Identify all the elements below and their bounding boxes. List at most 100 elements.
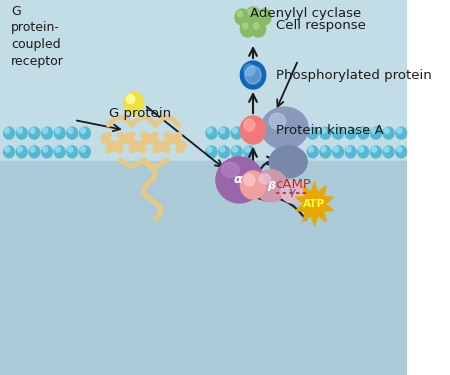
Text: γ: γ — [288, 187, 295, 197]
Circle shape — [206, 146, 217, 158]
Circle shape — [244, 119, 255, 131]
Circle shape — [384, 147, 389, 152]
Circle shape — [55, 147, 60, 152]
Circle shape — [307, 127, 318, 139]
Circle shape — [359, 147, 364, 152]
Circle shape — [244, 146, 255, 158]
Circle shape — [43, 128, 48, 134]
Circle shape — [231, 127, 242, 139]
Circle shape — [220, 128, 225, 134]
Circle shape — [124, 92, 144, 114]
Circle shape — [233, 147, 238, 152]
Circle shape — [207, 128, 212, 134]
Circle shape — [256, 9, 271, 25]
Circle shape — [54, 146, 65, 158]
Circle shape — [320, 127, 331, 139]
Bar — [0, 0, 407, 161]
Circle shape — [345, 127, 356, 139]
Circle shape — [206, 127, 217, 139]
Circle shape — [346, 147, 351, 152]
Text: α: α — [234, 173, 242, 186]
Ellipse shape — [269, 113, 286, 129]
Circle shape — [245, 128, 250, 134]
Circle shape — [396, 146, 407, 158]
Circle shape — [219, 146, 230, 158]
Circle shape — [55, 128, 60, 134]
Circle shape — [220, 147, 225, 152]
Text: β: β — [267, 181, 275, 191]
Circle shape — [54, 127, 65, 139]
Circle shape — [81, 128, 86, 134]
Polygon shape — [296, 182, 333, 226]
Circle shape — [246, 7, 260, 23]
Circle shape — [29, 127, 40, 139]
Circle shape — [396, 127, 407, 139]
Circle shape — [5, 147, 9, 152]
Circle shape — [372, 128, 377, 134]
Ellipse shape — [261, 107, 308, 149]
Circle shape — [231, 146, 242, 158]
Circle shape — [30, 128, 35, 134]
Text: Protein kinase A: Protein kinase A — [275, 123, 383, 136]
Circle shape — [358, 146, 369, 158]
Ellipse shape — [281, 181, 303, 203]
Circle shape — [240, 116, 266, 144]
Circle shape — [16, 146, 27, 158]
Circle shape — [251, 21, 266, 37]
Circle shape — [383, 146, 394, 158]
Text: cAMP: cAMP — [275, 178, 311, 192]
Circle shape — [397, 128, 402, 134]
Circle shape — [321, 128, 326, 134]
Circle shape — [397, 147, 402, 152]
Circle shape — [307, 146, 318, 158]
Text: Phosphorylated protein: Phosphorylated protein — [275, 69, 432, 81]
Circle shape — [4, 127, 14, 139]
Circle shape — [207, 147, 212, 152]
Circle shape — [240, 21, 255, 37]
Circle shape — [80, 127, 90, 139]
Circle shape — [67, 127, 78, 139]
Circle shape — [308, 128, 313, 134]
Circle shape — [370, 127, 381, 139]
Circle shape — [320, 146, 331, 158]
Ellipse shape — [259, 174, 270, 184]
Circle shape — [16, 127, 27, 139]
Circle shape — [334, 147, 338, 152]
Ellipse shape — [216, 157, 263, 203]
Circle shape — [235, 9, 249, 25]
Circle shape — [240, 61, 266, 89]
Circle shape — [359, 128, 364, 134]
Circle shape — [384, 128, 389, 134]
Circle shape — [333, 127, 343, 139]
Circle shape — [358, 127, 369, 139]
Circle shape — [68, 128, 73, 134]
Circle shape — [67, 146, 78, 158]
Circle shape — [308, 147, 313, 152]
Circle shape — [18, 147, 22, 152]
Circle shape — [244, 64, 255, 76]
Circle shape — [346, 128, 351, 134]
Ellipse shape — [255, 170, 288, 202]
Circle shape — [245, 147, 250, 152]
Text: G protein: G protein — [109, 107, 171, 120]
Circle shape — [41, 146, 52, 158]
Circle shape — [43, 147, 48, 152]
Circle shape — [237, 11, 243, 17]
Circle shape — [243, 23, 248, 29]
Circle shape — [80, 146, 90, 158]
Circle shape — [248, 9, 253, 15]
Text: ATP: ATP — [303, 199, 325, 209]
Circle shape — [4, 146, 14, 158]
Circle shape — [233, 128, 238, 134]
Bar — [0, 161, 407, 375]
Circle shape — [126, 94, 135, 104]
Circle shape — [30, 147, 35, 152]
Circle shape — [383, 127, 394, 139]
Circle shape — [41, 127, 52, 139]
Ellipse shape — [221, 162, 239, 177]
Circle shape — [29, 146, 40, 158]
Circle shape — [244, 127, 255, 139]
Circle shape — [68, 147, 73, 152]
Circle shape — [333, 146, 343, 158]
Circle shape — [321, 147, 326, 152]
